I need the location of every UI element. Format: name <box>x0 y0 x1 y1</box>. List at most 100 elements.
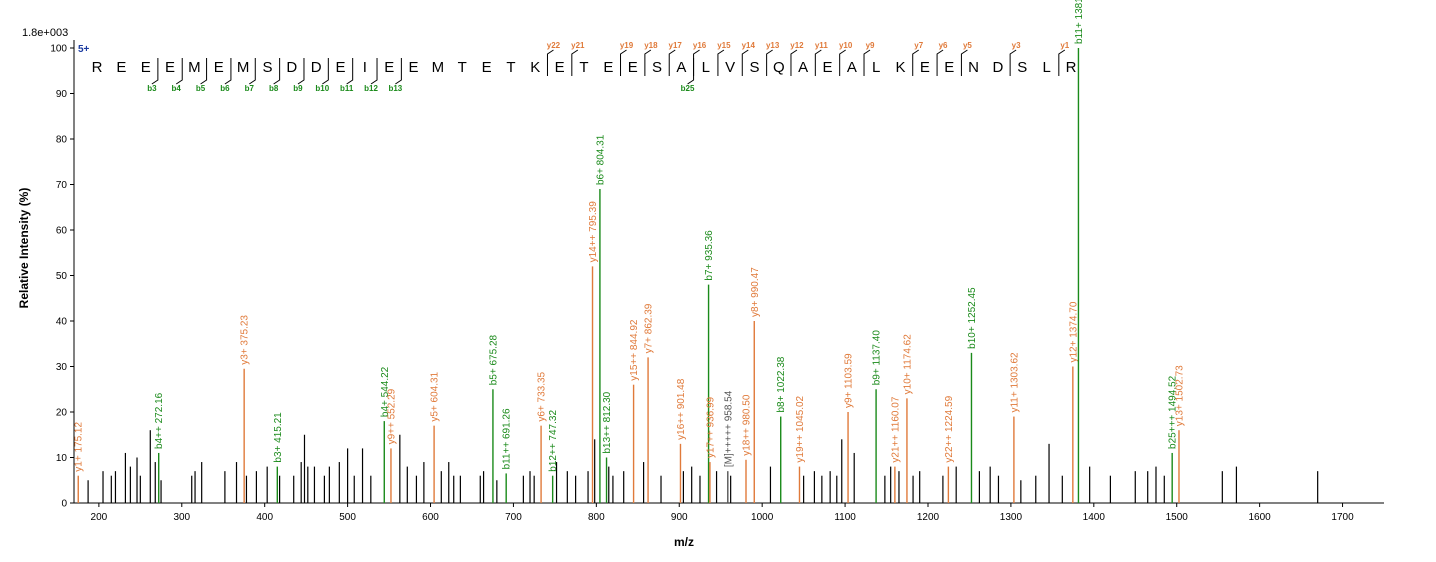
sequence-residue: K <box>530 59 540 76</box>
x-tick-label: 900 <box>671 512 688 523</box>
peak-label: b13++ 812.30 <box>602 391 613 453</box>
sequence-residue: E <box>214 59 224 76</box>
x-tick-label: 1200 <box>917 512 940 523</box>
sequence-residue: E <box>920 59 930 76</box>
b-ion-bracket <box>224 58 232 85</box>
y-ion-label: y5 <box>963 41 972 50</box>
sequence-residue: E <box>555 59 565 76</box>
y-ion-label: y1 <box>1060 41 1069 50</box>
b-ion-bracket <box>346 58 354 85</box>
peak-label: y11+ 1303.62 <box>1009 352 1020 413</box>
peak-label: y22++ 1224.59 <box>944 395 955 462</box>
y-ion-bracket <box>936 49 944 76</box>
sequence-residue: D <box>286 59 297 76</box>
sequence-residue: S <box>262 59 272 76</box>
b-ion-bracket <box>297 58 305 85</box>
peak-label: y13+ 1502.73 <box>1174 365 1185 426</box>
plot-area: 0 10 20 30 40 50 60 70 80 90 100 200 300 400 500 600 700… <box>50 0 1384 523</box>
sequence-residue: V <box>725 59 735 76</box>
peak-label: [M]+++++ 958.54 <box>723 390 734 467</box>
sequence-residue: Q <box>773 59 785 76</box>
max-intensity-label: 1.8e+003 <box>22 27 68 39</box>
y-ion-bracket <box>693 49 700 76</box>
y-ion-label: y21 <box>571 41 585 50</box>
y-ion-label: y10 <box>839 41 853 50</box>
y-ion-bracket <box>814 49 822 76</box>
y-ion-label: y19 <box>620 41 634 50</box>
y-tick-label: 50 <box>56 271 68 282</box>
sequence-residue: T <box>506 59 515 76</box>
sequence-residue: L <box>702 59 710 76</box>
peak-label: y9+ 1103.59 <box>844 353 855 408</box>
y-tick-label: 40 <box>56 317 68 328</box>
y-ion-label: y6 <box>939 41 948 50</box>
sequence-residue: S <box>749 59 759 76</box>
x-tick-label: 1600 <box>1249 512 1272 523</box>
y-ion-bracket <box>644 49 652 76</box>
y-ion-bracket <box>546 49 554 76</box>
x-tick-label: 1700 <box>1331 512 1354 523</box>
sequence-residue: M <box>237 59 250 76</box>
b-ion-bracket <box>273 58 281 85</box>
sequence-residue: E <box>944 59 954 76</box>
sequence-residue: E <box>409 59 419 76</box>
y-ion-bracket <box>790 49 798 76</box>
sequence-residue: A <box>847 59 857 76</box>
y-ion-bracket <box>741 49 749 76</box>
peak-label: b4++ 272.16 <box>154 392 165 449</box>
x-tick-label: 1000 <box>751 512 774 523</box>
b-ion-label: b25 <box>681 84 695 93</box>
y-tick-label: 90 <box>56 89 68 100</box>
peak-label: y17++ 936.99 <box>705 396 716 458</box>
sequence-residue: M <box>188 59 201 76</box>
b-ion-label: b11 <box>340 84 354 93</box>
y-ion-bracket <box>717 49 725 76</box>
b-ion-label: b6 <box>220 84 230 93</box>
x-tick-label: 200 <box>91 512 108 523</box>
y-ion-label: y14 <box>742 41 756 50</box>
sequence-residue: M <box>432 59 445 76</box>
sequence-residue: R <box>92 59 103 76</box>
sequence-residue: S <box>652 59 662 76</box>
y-ion-label: y15 <box>717 41 731 50</box>
sequence-residue: S <box>1017 59 1027 76</box>
sequence-residue: A <box>798 59 808 76</box>
x-tick-label: 400 <box>256 512 273 523</box>
peak-label: b6+ 804.31 <box>595 134 606 185</box>
sequence-residue: D <box>993 59 1004 76</box>
peak-label: y5+ 604.31 <box>430 371 441 421</box>
b-ion-bracket <box>395 58 402 85</box>
b-ion-label: b5 <box>196 84 206 93</box>
peak-label: b9+ 1137.40 <box>872 330 883 386</box>
y-ion-bracket <box>571 49 579 76</box>
y-tick-label: 80 <box>56 135 68 146</box>
sequence-residue: L <box>1042 59 1050 76</box>
peak-label: y6+ 733.35 <box>537 371 548 421</box>
peak-label: b5+ 675.28 <box>488 334 499 385</box>
x-tick-label: 1100 <box>834 512 856 523</box>
sequence-residue: E <box>822 59 832 76</box>
peak-label: y10+ 1174.62 <box>902 334 913 395</box>
y-tick-label: 20 <box>56 408 68 419</box>
sequence-residue: E <box>603 59 613 76</box>
y-tick-label: 30 <box>56 362 68 373</box>
x-tick-label: 1400 <box>1083 512 1106 523</box>
peak-label: y16++ 901.48 <box>676 378 687 440</box>
peak-label: y7+ 862.39 <box>644 303 655 353</box>
peak-label: b25+++ 1494.52 <box>1168 375 1179 449</box>
peak-label: b11++ 691.26 <box>502 408 513 469</box>
b-ion-bracket <box>370 58 378 85</box>
peak-label: b7+ 935.36 <box>704 230 715 281</box>
y-ion-label: y9 <box>866 41 875 50</box>
x-axis-title: m/z <box>674 535 694 549</box>
y-ion-label: y17 <box>669 41 683 50</box>
charge-state-label: 5+ <box>78 44 90 55</box>
y-ion-label: y22 <box>547 41 561 50</box>
sequence-residue: A <box>676 59 686 76</box>
y-ion-bracket <box>912 49 920 76</box>
sequence-residue: E <box>116 59 126 76</box>
b-ion-label: b4 <box>172 84 182 93</box>
y-ion-label: y3 <box>1012 41 1021 50</box>
peak-label: y8+ 990.47 <box>750 267 761 317</box>
peak-label: y9++ 552.29 <box>386 388 397 444</box>
